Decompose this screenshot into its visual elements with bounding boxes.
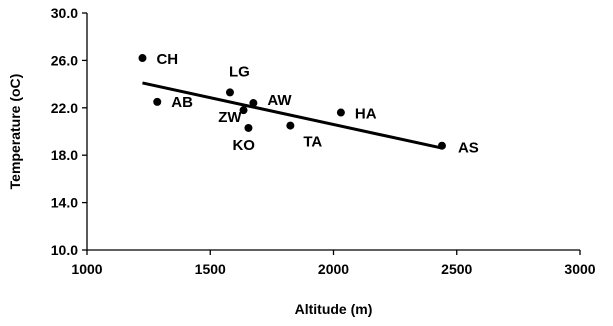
y-tick-label: 22.0 — [51, 100, 78, 116]
x-axis-title: Altitude (m) — [295, 301, 373, 317]
trendline — [142, 81, 443, 150]
data-point — [138, 54, 147, 63]
point-label: ZW — [218, 109, 242, 126]
data-point — [244, 123, 253, 132]
point-label: TA — [303, 134, 322, 151]
point-label: AW — [267, 92, 292, 109]
data-point — [286, 121, 295, 130]
data-point — [437, 141, 446, 150]
data-point — [249, 99, 258, 108]
y-tick-label: 18.0 — [51, 147, 78, 163]
point-labels: CH AB LG ZW KO AW TA HA AS — [156, 51, 478, 157]
ticks: 1000 1500 2000 2500 3000 10.0 14.0 18.0 22.0 26.0… — [51, 5, 596, 277]
point-label: HA — [355, 106, 377, 123]
x-tick-label: 1000 — [71, 261, 102, 277]
y-axis-title: Temperature (oC) — [7, 74, 23, 190]
point-label: AB — [171, 94, 193, 111]
data-point — [239, 106, 248, 115]
point-label: AS — [458, 140, 479, 157]
data-point — [225, 88, 234, 97]
x-tick-label: 2000 — [318, 261, 349, 277]
data-points — [138, 54, 446, 150]
x-tick-label: 3000 — [564, 261, 595, 277]
data-point — [153, 97, 162, 106]
point-label: LG — [229, 63, 250, 80]
point-label: KO — [232, 137, 255, 154]
y-tick-label: 14.0 — [51, 195, 78, 211]
y-tick-label: 30.0 — [51, 5, 78, 21]
y-tick-label: 26.0 — [51, 52, 78, 68]
x-tick-label: 1500 — [195, 261, 226, 277]
data-point — [336, 108, 345, 117]
point-label: CH — [156, 51, 178, 68]
x-tick-label: 2500 — [441, 261, 472, 277]
y-tick-label: 10.0 — [51, 242, 78, 258]
axes — [86, 13, 580, 251]
